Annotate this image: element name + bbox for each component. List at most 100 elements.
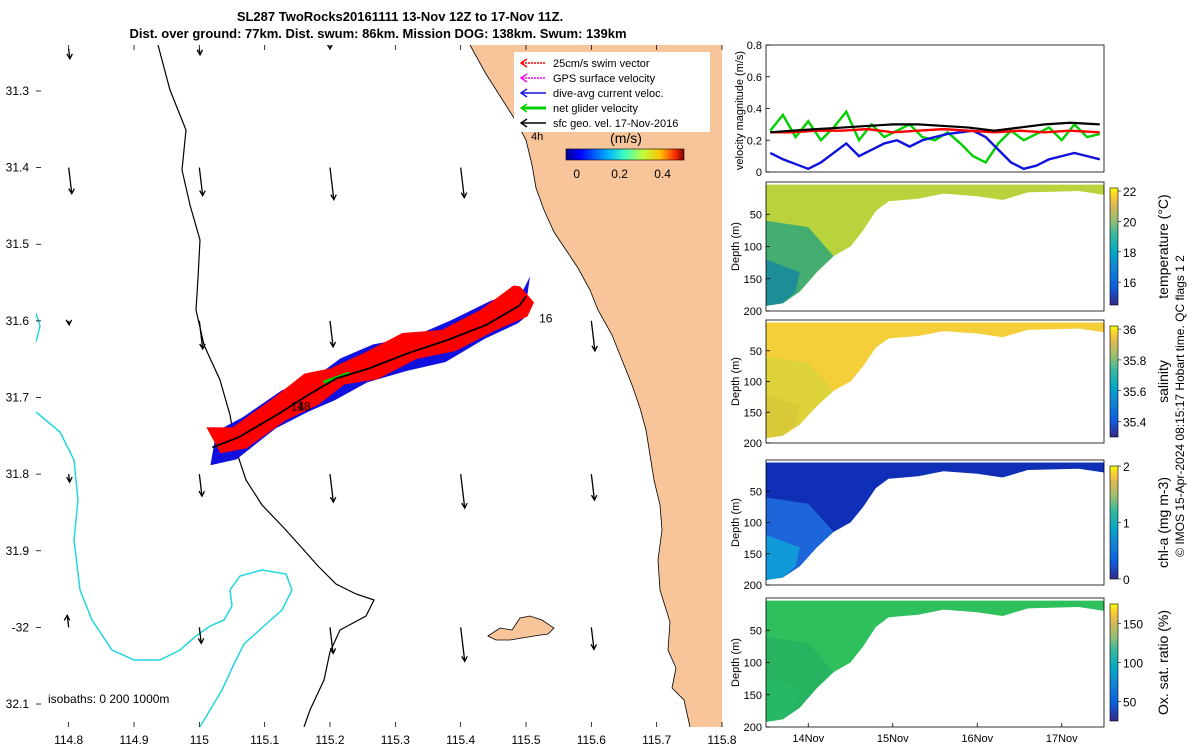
section-y-tick-label: 50 xyxy=(750,346,762,358)
isobaths-label: isobaths: 0 200 1000m xyxy=(48,692,169,706)
section-y-tick-label: 50 xyxy=(750,625,762,637)
legend-item: 25cm/s swim vector xyxy=(519,58,650,70)
section-colorbar-tick-label: 36 xyxy=(1123,323,1137,337)
map-x-tick-label: 115.8 xyxy=(707,733,736,747)
section-y-tick-label: 200 xyxy=(744,580,762,592)
geo-arrow-head xyxy=(199,190,206,197)
section-y-tick-label: 150 xyxy=(744,274,762,286)
map-x-tick-label: 115.2 xyxy=(315,733,344,747)
map-x-tick-label: 115.4 xyxy=(446,733,475,747)
title-line-2: Dist. over ground: 77km. Dist. swum: 86k… xyxy=(129,26,626,41)
velocity-y-tick-label: 0.8 xyxy=(747,40,762,52)
land-island xyxy=(487,615,555,641)
geo-arrow xyxy=(65,319,73,327)
geo-arrow xyxy=(66,474,73,484)
legend-marker-label: 4h xyxy=(531,131,543,143)
section-colorbar-label: chl-a (mg m-3) xyxy=(1155,477,1171,568)
velocity-plot-frame xyxy=(765,44,1105,173)
section-y-tick-label: 150 xyxy=(744,690,762,702)
map-y-tick-label: 31.5 xyxy=(6,237,30,251)
speed-colorbar: (m/s) 0 0.2 0.4 xyxy=(565,130,685,181)
map-y-tick-label: 32.1 xyxy=(6,697,30,711)
section-colorbar-tick-label: 150 xyxy=(1123,618,1143,632)
map-y-axis: 31.3 31.4 31.5 31.6 31.7 31.8 31.9 -32 32.1 xyxy=(6,84,41,711)
section-colorbar xyxy=(1109,603,1119,722)
section-colorbar-tick-label: 0 xyxy=(1123,573,1130,587)
legend-arrowhead xyxy=(519,73,528,83)
section-temperature: 50 100 150 200 Depth (m) 16 18 20 22 temperature … xyxy=(730,181,1171,318)
map-x-tick-label: 115.3 xyxy=(381,733,410,747)
map-x-axis: 114.8 114.9 115 115.1 115.2 115.3 115.4 115.5 11… xyxy=(54,45,737,747)
section-ylabel: Depth (m) xyxy=(730,498,742,547)
section-chl-a: 50 100 150 200 Depth (m) 0 1 2 chl-a (mg m-3) xyxy=(730,459,1171,592)
map-y-tick-label: 31.3 xyxy=(6,84,30,98)
map-y-tick-label: -32 xyxy=(12,620,30,634)
geo-arrow-head xyxy=(461,656,468,663)
map-x-tick-label: 115.1 xyxy=(250,733,279,747)
map-y-tick-label: 31.9 xyxy=(6,544,30,558)
section-colorbar-label: Ox. sat. ratio (%) xyxy=(1155,610,1171,715)
geo-arrow xyxy=(460,474,468,510)
legend-item: dive-avg current veloc. xyxy=(519,88,664,100)
colorbar-tick-label: 0 xyxy=(573,167,580,181)
velocity-series-line xyxy=(770,127,1100,134)
map-x-tick-label: 114.9 xyxy=(119,733,148,747)
colorbar-tick-label: 0.2 xyxy=(611,167,628,181)
legend-box xyxy=(514,52,710,132)
geo-arrow-shaft xyxy=(329,320,334,347)
legend-item: GPS surface velocity xyxy=(519,73,656,85)
geo-arrow xyxy=(68,167,75,195)
map-y-tick-label: 31.4 xyxy=(6,161,30,175)
geo-arrow-head xyxy=(329,496,337,504)
geo-arrow-shaft xyxy=(329,627,334,654)
section-colorbar-tick-label: 50 xyxy=(1123,696,1137,710)
geo-arrow-head xyxy=(65,319,73,327)
colorbar-tick-label: 0.4 xyxy=(654,167,671,181)
legend-label: sfc geo. vel. 17-Nov-2016 xyxy=(553,118,678,130)
section-colorbar-tick-label: 100 xyxy=(1123,657,1143,671)
geo-arrow-shaft xyxy=(198,627,202,644)
geo-arrow-head xyxy=(66,53,73,61)
time-tick-label: 17Nov xyxy=(1046,733,1078,745)
geo-arrow-head xyxy=(198,490,206,498)
geo-arrow-head xyxy=(197,638,205,645)
section-colorbar-tick-label: 22 xyxy=(1123,185,1137,199)
section-surface-layer xyxy=(766,462,1104,580)
map-y-tick-label: 31.8 xyxy=(6,467,30,481)
geo-arrow-shaft xyxy=(198,167,204,196)
geo-arrow xyxy=(66,48,73,61)
geo-arrow-shaft xyxy=(329,474,335,503)
geo-arrow xyxy=(329,320,337,349)
velocity-y-tick-label: 0.6 xyxy=(747,72,762,84)
time-tick-label: 14Nov xyxy=(792,733,824,745)
geo-arrow-shaft xyxy=(460,474,466,509)
map-x-tick-label: 115.7 xyxy=(642,733,671,747)
section-colorbar xyxy=(1109,187,1119,306)
section-colorbar-label: temperature (°C) xyxy=(1155,194,1171,298)
section-colorbar-tick-label: 35.8 xyxy=(1123,354,1147,368)
geo-arrow-head xyxy=(63,614,71,621)
geo-arrow xyxy=(460,627,468,663)
geo-arrow xyxy=(198,167,206,197)
isobath-200m xyxy=(157,45,375,727)
geo-arrow xyxy=(197,627,205,645)
section-colorbar-tick-label: 1 xyxy=(1123,517,1130,531)
geo-arrow-shaft xyxy=(460,627,466,662)
section-y-tick-label: 100 xyxy=(744,658,762,670)
legend-arrowhead xyxy=(519,58,528,68)
geo-arrow-head xyxy=(68,188,75,195)
track-day-label: 16 xyxy=(539,312,553,326)
section-y-tick-label: 200 xyxy=(744,722,762,734)
geo-arrow xyxy=(590,474,598,502)
section-y-tick-label: 50 xyxy=(750,209,762,221)
geo-arrow xyxy=(460,167,468,199)
velocity-series-line xyxy=(770,121,1100,134)
geo-arrow xyxy=(63,614,71,628)
velocity-series-line xyxy=(769,109,1101,165)
colorbar-units: (m/s) xyxy=(610,130,642,146)
land-mainland xyxy=(470,45,722,727)
